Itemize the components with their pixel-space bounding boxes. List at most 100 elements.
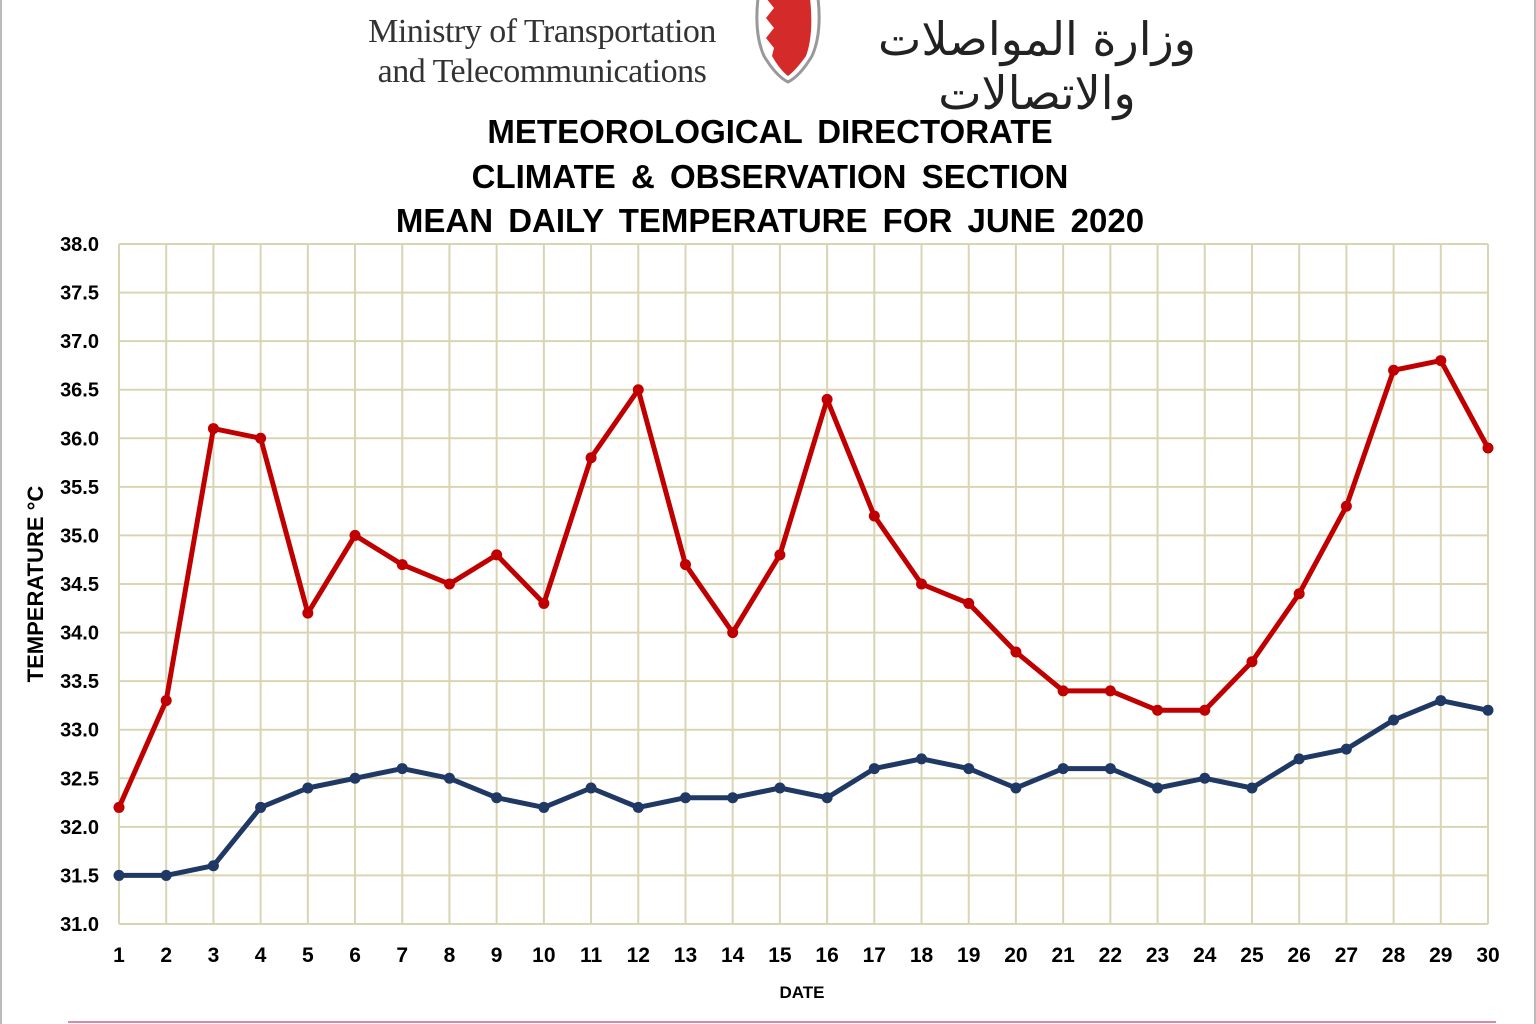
x-axis-label: DATE xyxy=(779,983,824,1002)
y-tick-label: 34.5 xyxy=(60,574,99,596)
data-point xyxy=(349,529,361,541)
data-point xyxy=(1104,685,1116,697)
x-tick-label: 15 xyxy=(768,944,792,967)
x-tick-label: 25 xyxy=(1240,944,1264,967)
data-point xyxy=(727,792,739,804)
x-tick-label: 11 xyxy=(580,944,603,967)
x-tick-label: 10 xyxy=(532,944,555,967)
x-tick-label: 16 xyxy=(815,944,838,967)
x-tick-label: 22 xyxy=(1099,944,1122,967)
x-tick-label: 8 xyxy=(444,944,456,967)
series-2 xyxy=(113,695,1494,881)
bahrain-emblem-icon xyxy=(755,0,821,84)
data-point xyxy=(1057,763,1069,775)
data-point xyxy=(632,801,644,813)
data-point xyxy=(963,763,975,775)
data-point xyxy=(538,801,550,813)
data-point xyxy=(1010,782,1022,794)
x-tick-label: 24 xyxy=(1193,944,1217,967)
data-point xyxy=(1152,704,1164,716)
data-point xyxy=(443,578,455,590)
data-point xyxy=(1199,772,1211,784)
y-tick-label: 32.0 xyxy=(60,817,99,839)
x-tick-label: 28 xyxy=(1382,944,1406,967)
data-point xyxy=(1388,364,1400,376)
data-point xyxy=(963,597,975,609)
y-tick-label: 35.0 xyxy=(60,525,99,547)
x-tick-label: 5 xyxy=(302,944,314,967)
x-tick-label: 1 xyxy=(113,944,125,967)
data-point xyxy=(1010,646,1022,658)
x-tick-label: 14 xyxy=(721,944,745,967)
data-point xyxy=(443,772,455,784)
data-point xyxy=(396,559,408,571)
y-tick-label: 38.0 xyxy=(60,234,99,256)
series-lines xyxy=(113,355,1494,881)
data-point xyxy=(1435,695,1447,707)
data-point xyxy=(302,782,314,794)
x-tick-label: 20 xyxy=(1004,944,1027,967)
data-point xyxy=(632,384,644,396)
data-point xyxy=(868,763,880,775)
data-point xyxy=(1340,500,1352,512)
x-ticks: 1 2 3 4 5 6 7 8 9 10 11 12 13 14 15 16 17 18 19 20 21 22 23 24 2… xyxy=(113,944,1500,967)
ministry-line-2: and Telecommunications xyxy=(377,53,707,90)
y-tick-label: 31.0 xyxy=(60,914,99,936)
data-point xyxy=(868,510,880,522)
data-point xyxy=(1246,782,1258,794)
y-tick-label: 36.5 xyxy=(60,380,99,402)
data-point xyxy=(255,432,267,444)
data-point xyxy=(491,792,503,804)
data-point xyxy=(1435,355,1447,367)
y-tick-label: 36.0 xyxy=(60,428,99,450)
data-point xyxy=(1482,704,1494,716)
data-point xyxy=(1482,442,1494,454)
x-tick-label: 6 xyxy=(349,944,361,967)
y-tick-label: 32.5 xyxy=(60,768,99,790)
y-tick-label: 37.5 xyxy=(60,283,99,305)
data-point xyxy=(396,763,408,775)
x-tick-label: 26 xyxy=(1287,944,1310,967)
data-point xyxy=(1246,656,1258,668)
data-point xyxy=(255,801,267,813)
x-tick-label: 29 xyxy=(1429,944,1452,967)
data-point xyxy=(207,423,219,435)
y-axis-label: TEMPERATURE °C xyxy=(23,486,48,683)
x-tick-label: 4 xyxy=(255,944,267,967)
data-point xyxy=(821,792,833,804)
data-point xyxy=(113,869,125,881)
data-point xyxy=(302,607,314,619)
x-tick-label: 30 xyxy=(1476,944,1499,967)
grid xyxy=(118,243,1489,925)
data-point xyxy=(160,695,172,707)
data-point xyxy=(679,792,691,804)
y-tick-label: 33.0 xyxy=(60,720,99,742)
y-tick-label: 37.0 xyxy=(60,331,99,353)
data-point xyxy=(1104,763,1116,775)
data-point xyxy=(774,782,786,794)
data-point xyxy=(538,597,550,609)
data-point xyxy=(349,772,361,784)
data-point xyxy=(916,753,928,765)
series-line xyxy=(116,358,1491,809)
x-tick-label: 13 xyxy=(674,944,697,967)
ministry-name-arabic: وزارة المواصلات والاتصالات xyxy=(878,12,1196,120)
y-tick-label: 35.5 xyxy=(60,477,99,499)
x-tick-label: 17 xyxy=(863,944,886,967)
data-point xyxy=(821,393,833,405)
data-point xyxy=(1152,782,1164,794)
chart-title-line-3: MEAN DAILY TEMPERATURE FOR JUNE 2020 xyxy=(395,202,1145,239)
data-point xyxy=(585,452,597,464)
y-tick-label: 34.0 xyxy=(60,623,99,645)
chart-title-line-1: METEOROLOGICAL DIRECTORATE xyxy=(487,113,1053,150)
data-point xyxy=(585,782,597,794)
chart-title-line-2: CLIMATE & OBSERVATION SECTION xyxy=(471,158,1069,195)
data-point xyxy=(1057,685,1069,697)
x-tick-label: 18 xyxy=(910,944,934,967)
y-tick-label: 33.5 xyxy=(60,671,99,693)
data-point xyxy=(727,627,739,639)
data-point xyxy=(160,869,172,881)
x-tick-label: 2 xyxy=(160,944,172,967)
